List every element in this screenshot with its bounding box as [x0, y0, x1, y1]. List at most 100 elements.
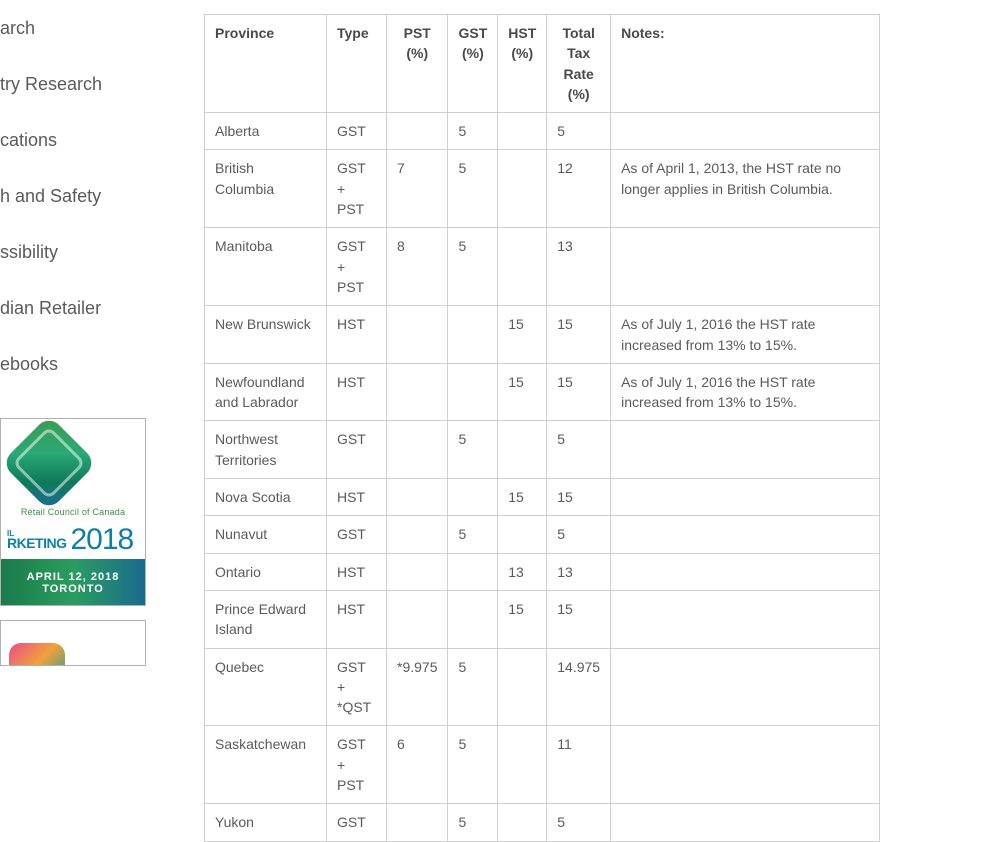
cell-total: 15 [547, 479, 611, 516]
ad-date: APRIL 12, 2018 [27, 571, 120, 583]
cell-type: GST + PST [327, 150, 387, 228]
cell-notes [611, 590, 880, 648]
cell-gst [448, 479, 498, 516]
cell-total: 14.975 [547, 648, 611, 726]
cell-province: Alberta [205, 113, 327, 150]
cell-type: GST [327, 804, 387, 841]
sidebar: arch try Research cations h and Safety s… [0, 0, 146, 392]
cell-total: 5 [547, 113, 611, 150]
cell-type: GST + PST [327, 726, 387, 804]
sidebar-item-research[interactable]: try Research [0, 56, 146, 112]
ad-banner-2-logo-icon [9, 643, 65, 666]
cell-notes: As of July 1, 2016 the HST rate increase… [611, 306, 880, 364]
cell-type: HST [327, 479, 387, 516]
cell-notes [611, 726, 880, 804]
cell-type: HST [327, 363, 387, 421]
cell-total: 5 [547, 516, 611, 553]
cell-gst: 5 [448, 648, 498, 726]
cell-notes [611, 479, 880, 516]
ad-banner[interactable]: Retail Council of Canada IL RKETING 2018… [0, 418, 146, 606]
cell-notes [611, 516, 880, 553]
ad-logo-icon [1, 418, 97, 511]
table-row: Newfoundland and LabradorHST1515As of Ju… [205, 363, 880, 421]
cell-total: 12 [547, 150, 611, 228]
table-header-row: Province Type PST (%) GST (%) HST (%) To… [205, 15, 880, 113]
cell-notes: As of July 1, 2016 the HST rate increase… [611, 363, 880, 421]
cell-hst [498, 228, 547, 306]
table-row: SaskatchewanGST + PST6511 [205, 726, 880, 804]
cell-pst [387, 479, 448, 516]
cell-hst [498, 150, 547, 228]
col-header-pst: PST (%) [387, 15, 448, 113]
cell-hst: 15 [498, 306, 547, 364]
sidebar-item-safety[interactable]: h and Safety [0, 168, 146, 224]
cell-hst [498, 648, 547, 726]
cell-total: 13 [547, 228, 611, 306]
cell-hst [498, 421, 547, 479]
col-header-notes: Notes: [611, 15, 880, 113]
cell-pst: 6 [387, 726, 448, 804]
cell-pst: 8 [387, 228, 448, 306]
sidebar-item-label: dian Retailer [0, 298, 101, 319]
col-header-type: Type [327, 15, 387, 113]
cell-province: Ontario [205, 553, 327, 590]
cell-type: GST [327, 421, 387, 479]
cell-gst: 5 [448, 150, 498, 228]
cell-total: 15 [547, 590, 611, 648]
cell-total: 5 [547, 421, 611, 479]
cell-gst: 5 [448, 726, 498, 804]
sidebar-item-label: try Research [0, 74, 102, 95]
cell-gst: 5 [448, 228, 498, 306]
cell-notes: As of April 1, 2013, the HST rate no lon… [611, 150, 880, 228]
sidebar-item-ebooks[interactable]: ebooks [0, 336, 146, 392]
cell-total: 15 [547, 306, 611, 364]
cell-pst [387, 516, 448, 553]
cell-gst: 5 [448, 516, 498, 553]
cell-gst [448, 553, 498, 590]
table-header: Province Type PST (%) GST (%) HST (%) To… [205, 15, 880, 113]
table-row: AlbertaGST 5 5 [205, 113, 880, 150]
table-row: YukonGST55 [205, 804, 880, 841]
cell-pst [387, 113, 448, 150]
cell-pst [387, 590, 448, 648]
sidebar-item-sibility[interactable]: ssibility [0, 224, 146, 280]
table-row: Northwest TerritoriesGST 55 [205, 421, 880, 479]
sidebar-item-label: ssibility [0, 242, 58, 263]
cell-province: Newfoundland and Labrador [205, 363, 327, 421]
sidebar-item-label: arch [0, 18, 35, 39]
sidebar-item-cations[interactable]: cations [0, 112, 146, 168]
cell-hst [498, 113, 547, 150]
cell-notes [611, 648, 880, 726]
ad-top [1, 419, 145, 521]
col-header-total: Total Tax Rate (%) [547, 15, 611, 113]
cell-hst [498, 726, 547, 804]
cell-province: Yukon [205, 804, 327, 841]
cell-hst: 13 [498, 553, 547, 590]
cell-gst [448, 363, 498, 421]
cell-province: Prince Edward Island [205, 590, 327, 648]
cell-pst: *9.975 [387, 648, 448, 726]
table-body: AlbertaGST55British ColumbiaGST + PST751… [205, 113, 880, 841]
cell-type: GST + *QST [327, 648, 387, 726]
ad-city: TORONTO [42, 583, 104, 595]
sidebar-item-retailer[interactable]: dian Retailer [0, 280, 146, 336]
ad-year: 2018 [71, 523, 134, 557]
table-row: ManitobaGST + PST8513 [205, 228, 880, 306]
cell-total: 5 [547, 804, 611, 841]
cell-hst [498, 804, 547, 841]
sidebar-item-search[interactable]: arch [0, 0, 146, 56]
cell-hst: 15 [498, 590, 547, 648]
cell-notes [611, 113, 880, 150]
cell-gst: 5 [448, 421, 498, 479]
table-row: Nova ScotiaHST1515 [205, 479, 880, 516]
cell-province: Saskatchewan [205, 726, 327, 804]
cell-notes [611, 228, 880, 306]
cell-gst [448, 306, 498, 364]
table-row: Prince Edward IslandHST1515 [205, 590, 880, 648]
cell-type: GST [327, 113, 387, 150]
cell-notes [611, 804, 880, 841]
tax-rate-table: Province Type PST (%) GST (%) HST (%) To… [204, 14, 880, 842]
cell-province: Northwest Territories [205, 421, 327, 479]
cell-gst: 5 [448, 113, 498, 150]
ad-banner-2[interactable] [0, 620, 146, 666]
